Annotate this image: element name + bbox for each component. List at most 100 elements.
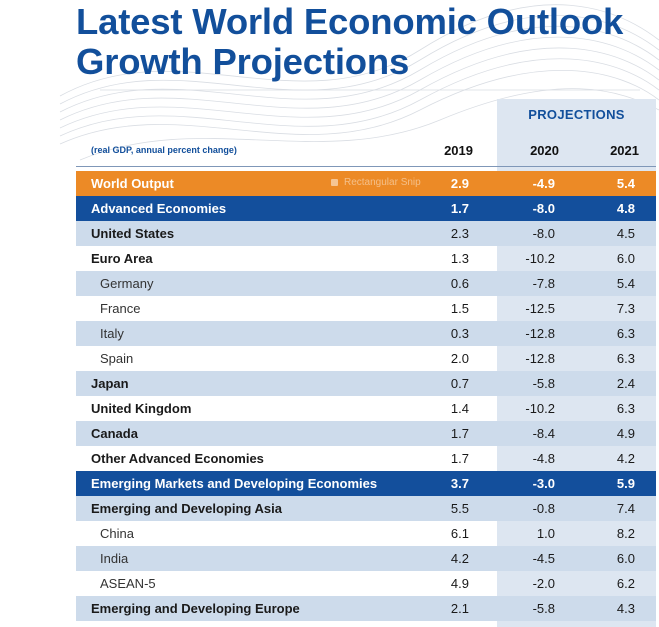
value-2019: 2.9	[450, 176, 469, 191]
value-2021: 6.0	[616, 551, 635, 566]
table-row: Euro Area 1.3 -10.2 6.0	[76, 246, 656, 271]
value-2020: -8.0	[532, 226, 555, 241]
value-2020: -3.0	[532, 476, 555, 491]
snip-label: Rectangular Snip	[344, 177, 421, 188]
table-row: Emerging and Developing Europe 2.1 -5.8 4.3	[76, 596, 656, 621]
row-label: United States	[91, 226, 175, 241]
value-2021: 4.9	[616, 426, 635, 441]
value-2019: 2.3	[450, 226, 469, 241]
row-label: Euro Area	[91, 251, 153, 266]
row-label: ASEAN-5	[100, 576, 156, 591]
table-row: Other Advanced Economies 1.7 -4.8 4.2	[76, 446, 656, 471]
value-2019: 4.9	[450, 576, 469, 591]
value-2021: 5.4	[616, 276, 635, 291]
row-label: Emerging and Developing Asia	[91, 501, 282, 516]
page-title: Latest World Economic Outlook Growth Pro…	[76, 2, 623, 82]
value-2020: -7.8	[532, 276, 555, 291]
value-2019: 0.3	[450, 326, 469, 341]
table-row: Spain 2.0 -12.8 6.3	[76, 346, 656, 371]
value-2020: -8.0	[532, 201, 555, 216]
value-2021: 4.2	[616, 451, 635, 466]
row-label: Italy	[100, 326, 124, 341]
table-row: Advanced Economies 1.7 -8.0 4.8	[76, 196, 656, 221]
table-row: France 1.5 -12.5 7.3	[76, 296, 656, 321]
table-row: Italy 0.3 -12.8 6.3	[76, 321, 656, 346]
projections-label: PROJECTIONS	[528, 107, 625, 122]
row-label: Advanced Economies	[91, 201, 227, 216]
value-2021: 7.3	[616, 301, 635, 316]
year-header-2021: 2021	[610, 143, 639, 158]
page-title-line-2: Growth Projections	[76, 41, 410, 82]
value-2019: 1.7	[450, 201, 469, 216]
table-row: India 4.2 -4.5 6.0	[76, 546, 656, 571]
row-label: Spain	[100, 351, 134, 366]
value-2019: 0.7	[450, 376, 469, 391]
row-label: Germany	[100, 276, 154, 291]
value-2021: 5.9	[616, 476, 635, 491]
value-2020: -2.0	[532, 576, 555, 591]
value-2019: 4.2	[450, 551, 469, 566]
value-2021: 6.3	[616, 326, 635, 341]
value-2019: 1.4	[450, 401, 469, 416]
value-2020: -10.2	[525, 401, 555, 416]
value-2020: -8.4	[532, 426, 555, 441]
year-header-2020: 2020	[530, 143, 559, 158]
value-2020: -12.8	[525, 351, 555, 366]
row-label: Japan	[91, 376, 129, 391]
page-title-line-1: Latest World Economic Outlook	[76, 1, 624, 42]
value-2020: -12.5	[525, 301, 555, 316]
value-2019: 1.7	[450, 426, 469, 441]
row-label: United Kingdom	[91, 401, 192, 416]
value-2021: 4.8	[616, 201, 635, 216]
value-2019: 6.1	[450, 526, 469, 541]
value-2021: 6.3	[616, 401, 635, 416]
row-label: World Output	[91, 176, 174, 191]
table-row: China 6.1 1.0 8.2	[76, 521, 656, 546]
value-2020: -5.8	[532, 376, 555, 391]
row-label: China	[100, 526, 134, 541]
table-row: United Kingdom 1.4 -10.2 6.3	[76, 396, 656, 421]
value-2020: -4.8	[532, 451, 555, 466]
value-2019: 1.3	[450, 251, 469, 266]
value-2020: 1.0	[536, 526, 555, 541]
value-2020: -0.8	[532, 501, 555, 516]
value-2019: 5.5	[450, 501, 469, 516]
rectangular-snip-overlay: Rectangular Snip	[331, 177, 421, 188]
value-2021: 4.5	[616, 226, 635, 241]
value-2019: 2.1	[450, 601, 469, 616]
value-2019: 1.5	[450, 301, 469, 316]
value-2021: 6.0	[616, 251, 635, 266]
row-label: Canada	[91, 426, 138, 441]
value-2020: -4.5	[532, 551, 555, 566]
value-2020: -5.8	[532, 601, 555, 616]
value-2021: 5.4	[616, 176, 635, 191]
table-row: Emerging Markets and Developing Economie…	[76, 471, 656, 496]
value-2019: 2.0	[450, 351, 469, 366]
year-header-2019: 2019	[444, 143, 473, 158]
value-2020: -12.8	[525, 326, 555, 341]
value-2021: 7.4	[616, 501, 635, 516]
table-row: ASEAN-5 4.9 -2.0 6.2	[76, 571, 656, 596]
value-2019: 1.7	[450, 451, 469, 466]
value-2021: 6.3	[616, 351, 635, 366]
value-2021: 8.2	[616, 526, 635, 541]
value-2019: 0.6	[450, 276, 469, 291]
row-label: France	[100, 301, 141, 316]
row-label: Emerging and Developing Europe	[91, 601, 300, 616]
table-row: Canada 1.7 -8.4 4.9	[76, 421, 656, 446]
table-row: Emerging and Developing Asia 5.5 -0.8 7.4	[76, 496, 656, 521]
row-label: Other Advanced Economies	[91, 451, 264, 466]
value-2019: 3.7	[450, 476, 469, 491]
row-label: India	[100, 551, 129, 566]
projections-table: World Output 2.9 -4.9 5.4 Rectangular Snip Ad…	[76, 171, 656, 621]
value-2021: 6.2	[616, 576, 635, 591]
units-note: (real GDP, annual percent change)	[91, 145, 237, 155]
table-row: Japan 0.7 -5.8 2.4	[76, 371, 656, 396]
header-divider	[76, 166, 656, 167]
table-row: Germany 0.6 -7.8 5.4	[76, 271, 656, 296]
row-label: Emerging Markets and Developing Economie…	[91, 476, 378, 491]
table-row: United States 2.3 -8.0 4.5	[76, 221, 656, 246]
table-row: World Output 2.9 -4.9 5.4 Rectangular Snip	[76, 171, 656, 196]
value-2021: 2.4	[616, 376, 635, 391]
value-2020: -10.2	[525, 251, 555, 266]
